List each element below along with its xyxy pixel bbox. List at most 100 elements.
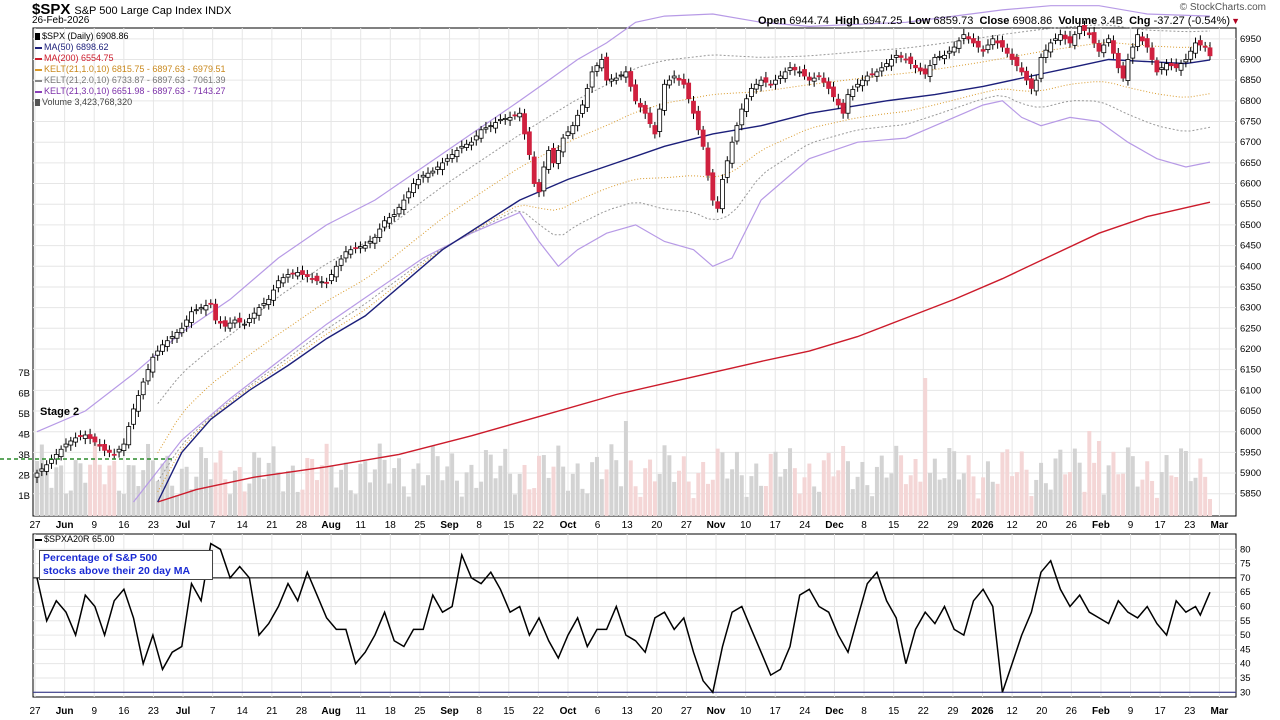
volume-tick-label: 4B [18,430,30,441]
volume-bar [483,450,488,516]
volume-bar [715,448,720,516]
candle-body [1077,26,1083,35]
candle-body [1125,59,1131,81]
kelt2-lower-line [157,95,1211,482]
volume-bar [353,494,358,516]
volume-bar [681,456,686,516]
candle-body [551,147,556,164]
candle-body [734,125,740,142]
volume-bar [213,462,218,516]
candle-body [261,303,267,306]
kelt3-upper-line [36,5,1211,433]
candle-body [256,307,262,316]
y-tick-label: 6250 [1240,323,1261,334]
candle-body [1197,40,1203,46]
y-tick-label: 6800 [1240,96,1261,107]
volume-bar [242,491,247,516]
candle-body [724,160,730,178]
x-tick-label: 27 [29,706,41,717]
candle-body [348,249,354,255]
candle-body [290,272,296,275]
volume-bar [78,463,83,516]
volume-bar [831,476,836,516]
volume-bar [411,468,416,516]
candle-body [1004,47,1010,54]
candle-body [913,64,918,69]
volume-bar [551,466,556,516]
candle-body [97,444,103,447]
volume-bar [734,451,739,516]
x-tick-label: 25 [414,520,426,531]
volume-bar [952,451,957,516]
volume-bar [314,480,319,516]
candle-body [49,459,54,464]
volume-bar [884,477,889,516]
candle-body [811,77,817,82]
volume-bar [83,482,88,516]
x-tick-label: 15 [503,706,515,717]
volume-bar [406,496,411,516]
candle-body [1149,47,1155,60]
candle-body [1188,50,1194,60]
volume-bar [1068,472,1073,516]
candle-body [275,280,281,289]
candle-body [951,46,957,53]
volume-bar [271,446,276,516]
volume-bar [208,479,213,516]
x-tick-label: 24 [799,520,811,531]
volume-bar [1130,456,1135,516]
candle-body [164,340,170,347]
candle-body [459,145,465,149]
candle-body [845,94,851,114]
candle-body [435,166,441,170]
volume-bar [590,462,595,516]
candle-body [1164,63,1169,71]
volume-tick-label: 1B [18,491,30,502]
x-tick-label: Mar [1210,520,1228,531]
volume-bar [174,495,179,516]
volume-bar [218,450,223,516]
candle-body [135,395,141,412]
indicator-panel-frame [32,533,1237,698]
volume-bar [956,479,961,516]
x-tick-label: 9 [1128,520,1134,531]
candle-body [710,172,716,201]
volume-bar [1150,480,1155,516]
x-tick-label: Nov [707,520,726,531]
candle-body [758,79,764,87]
volume-tick-label: 7B [18,368,30,379]
candle-body [782,71,788,79]
legend-price: $SPX (Daily) 6908.86 [35,31,129,41]
candle-body [1111,40,1116,54]
volume-bar [1154,497,1159,516]
x-tick-label: 7 [210,520,216,531]
y-tick-label: 5950 [1240,447,1261,458]
volume-bar [1029,496,1034,516]
x-tick-label: Mar [1210,706,1228,717]
indicator-tick-label: 80 [1240,544,1251,555]
candle-body [1130,46,1136,59]
volume-bar [648,459,653,516]
volume-bar [348,490,353,516]
x-tick-label: 17 [1155,706,1167,717]
candle-body [300,270,305,275]
candle-body [454,150,460,158]
volume-bar [199,447,204,516]
candle-body [174,332,180,339]
candle-body [604,56,610,81]
candle-body [502,118,508,120]
x-tick-label: 27 [681,520,693,531]
candle-body [773,79,778,85]
candle-body [324,281,330,284]
volume-bar [1159,472,1164,516]
volume-bar [440,480,445,516]
volume-bar [358,463,363,516]
candle-body [1062,34,1068,40]
x-tick-label: 15 [888,520,900,531]
indicator-tick-label: 65 [1240,587,1251,598]
volume-bar [150,460,155,516]
candle-body [420,174,426,178]
volume-bar [136,486,141,516]
x-tick-label: 15 [503,520,515,531]
volume-bar [1101,494,1106,516]
